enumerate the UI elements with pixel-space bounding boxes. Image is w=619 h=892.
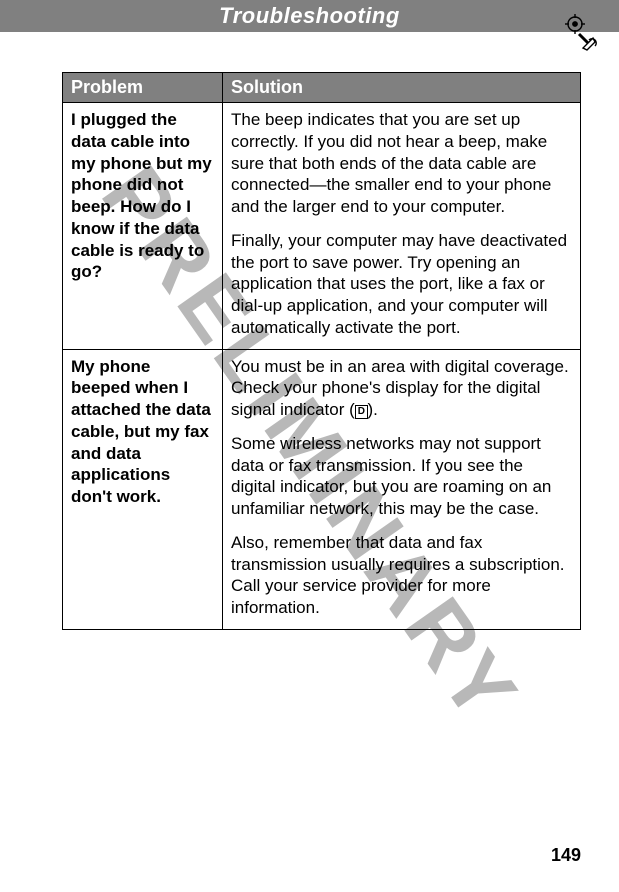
solution-paragraph: Some wireless networks may not support d… (231, 433, 572, 520)
page-title: Troubleshooting (219, 3, 400, 29)
page-number: 149 (551, 845, 581, 866)
solution-paragraph: Also, remember that data and fax transmi… (231, 532, 572, 619)
problem-cell: My phone beeped when I attached the data… (63, 349, 223, 629)
solution-cell: You must be in an area with digital cove… (223, 349, 581, 629)
problem-cell: I plugged the data cable into my phone b… (63, 103, 223, 350)
solution-paragraph: You must be in an area with digital cove… (231, 356, 572, 421)
table-row: I plugged the data cable into my phone b… (63, 103, 581, 350)
content-area: Problem Solution I plugged the data cabl… (0, 32, 619, 630)
column-header-problem: Problem (63, 73, 223, 103)
troubleshooting-icon (557, 10, 601, 54)
troubleshooting-table: Problem Solution I plugged the data cabl… (62, 72, 581, 630)
solution-paragraph: The beep indicates that you are set up c… (231, 109, 572, 218)
header-bar: Troubleshooting (0, 0, 619, 32)
solution-cell: The beep indicates that you are set up c… (223, 103, 581, 350)
column-header-solution: Solution (223, 73, 581, 103)
solution-paragraph: Finally, your computer may have deactiva… (231, 230, 572, 339)
table-row: My phone beeped when I attached the data… (63, 349, 581, 629)
digital-signal-indicator-icon: D (355, 405, 368, 419)
